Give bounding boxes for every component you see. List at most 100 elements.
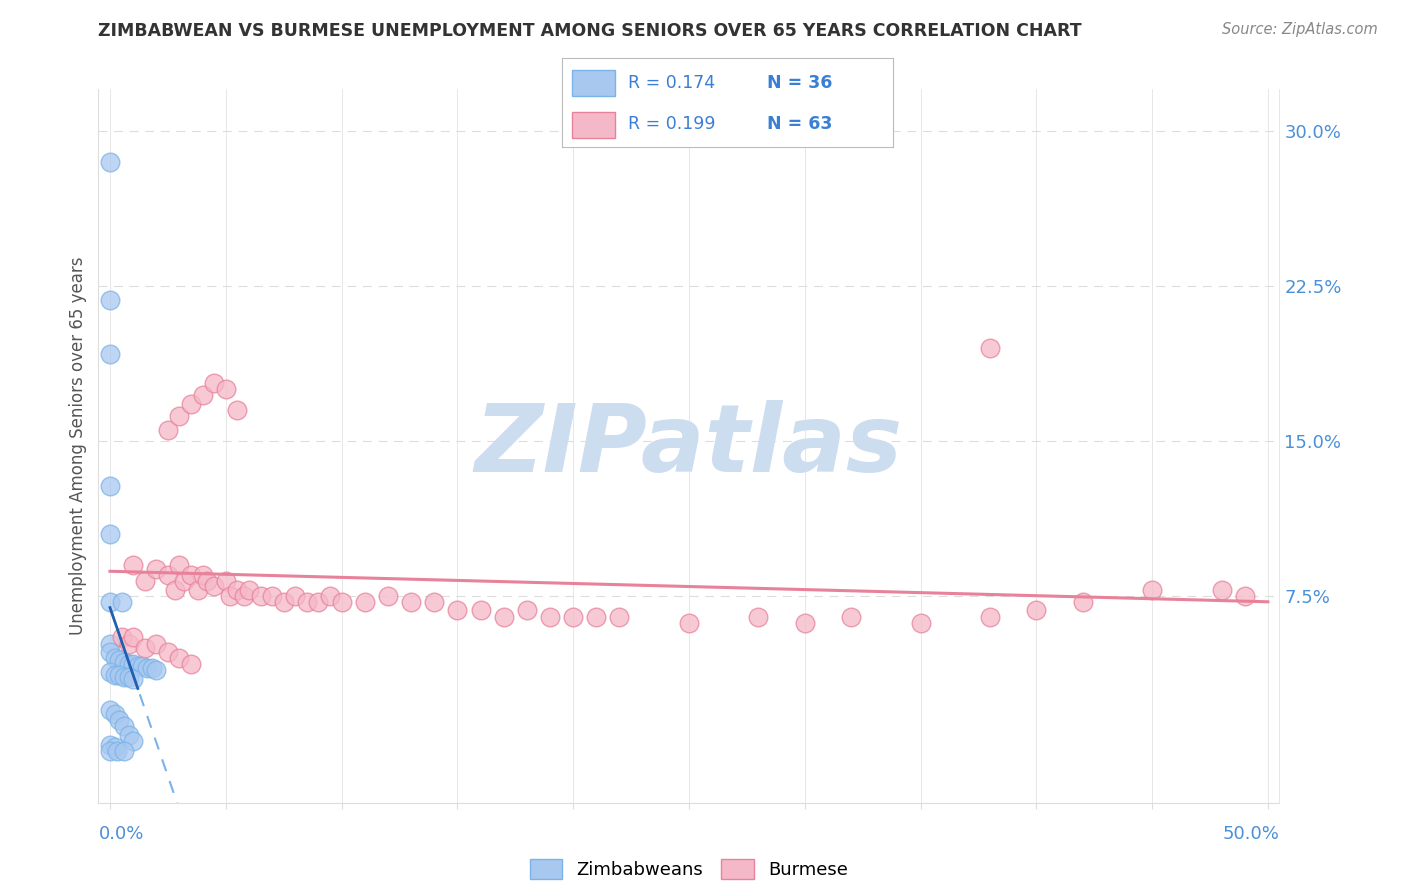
Point [399,595,422,609]
Point [108,713,131,727]
Point [134,574,156,589]
Point [353,595,375,609]
Point [284,589,307,603]
Point [134,640,156,655]
Point [169,409,191,423]
Point [112,744,135,758]
Point [262,589,284,603]
Point [98,347,121,361]
Point [180,568,202,582]
Bar [572,112,616,138]
Point [377,589,399,603]
Point [793,615,815,630]
Text: Source: ZipAtlas.com: Source: ZipAtlas.com [1222,22,1378,37]
Point [585,609,607,624]
Point [516,603,538,617]
Point [122,657,145,672]
Point [562,609,585,624]
Point [112,655,135,669]
Point [122,672,145,686]
Point [156,568,179,582]
Point [98,527,121,541]
Legend: Zimbabweans, Burmese: Zimbabweans, Burmese [523,852,855,887]
Point [104,667,127,681]
Point [330,595,353,609]
Point [307,595,329,609]
Point [141,661,163,675]
Point [98,636,121,650]
Point [226,402,249,417]
Point [249,589,271,603]
Point [110,630,132,644]
Point [446,603,468,617]
Point [1140,582,1163,597]
Point [215,382,238,396]
Point [1071,595,1094,609]
Point [98,293,121,308]
Point [98,479,121,493]
Point [195,574,218,589]
Point [163,582,186,597]
Point [108,653,131,667]
Point [180,657,202,672]
Point [202,579,225,593]
Y-axis label: Unemployment Among Seniors over 65 years: Unemployment Among Seniors over 65 years [69,257,87,635]
Point [226,582,249,597]
Text: 0.0%: 0.0% [98,825,143,843]
Point [98,595,121,609]
Point [979,341,1001,355]
Point [131,659,153,673]
Point [145,562,167,576]
Point [1211,582,1233,597]
Point [238,582,260,597]
Point [273,595,295,609]
Point [104,651,127,665]
Point [219,589,242,603]
Point [122,630,145,644]
Point [117,670,139,684]
Point [110,595,132,609]
Point [136,661,159,675]
Point [117,636,139,650]
Point [180,396,202,410]
Point [187,582,209,597]
Point [112,670,135,684]
Text: N = 36: N = 36 [768,73,832,92]
Point [215,574,238,589]
Point [108,667,131,681]
Point [112,719,135,733]
Point [538,609,561,624]
Point [98,665,121,680]
Point [98,645,121,659]
Point [117,657,139,672]
Point [104,706,127,721]
Point [169,651,191,665]
Bar [572,70,616,96]
Point [319,589,342,603]
Point [173,574,195,589]
Text: ZIPatlas: ZIPatlas [475,400,903,492]
Point [98,738,121,752]
Point [470,603,492,617]
Point [979,609,1001,624]
Point [492,609,515,624]
Point [145,636,167,650]
Point [1233,589,1256,603]
Text: N = 63: N = 63 [768,114,832,133]
Text: ZIMBABWEAN VS BURMESE UNEMPLOYMENT AMONG SENIORS OVER 65 YEARS CORRELATION CHART: ZIMBABWEAN VS BURMESE UNEMPLOYMENT AMONG… [98,22,1083,40]
Point [122,558,145,572]
Point [191,388,214,402]
Point [98,744,121,758]
Text: R = 0.174: R = 0.174 [628,73,716,92]
Text: 50.0%: 50.0% [1223,825,1279,843]
Point [104,739,127,754]
Point [839,609,862,624]
Point [747,609,769,624]
Point [145,664,167,678]
Text: R = 0.199: R = 0.199 [628,114,716,133]
Point [1025,603,1047,617]
Point [202,376,225,390]
Point [98,703,121,717]
Point [127,659,149,673]
Point [156,645,179,659]
